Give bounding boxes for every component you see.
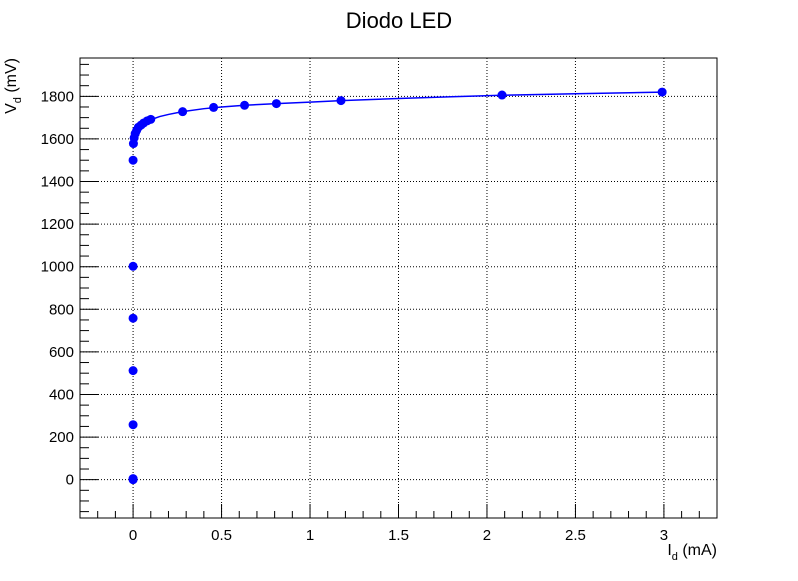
data-point bbox=[178, 107, 188, 117]
x-axis-label-unit: (mA) bbox=[678, 542, 717, 559]
x-axis-label: Id (mA) bbox=[667, 542, 717, 563]
y-tick-label: 1800 bbox=[41, 88, 74, 105]
data-point bbox=[128, 313, 138, 323]
data-point bbox=[128, 420, 138, 430]
y-tick-label: 1400 bbox=[41, 174, 74, 191]
y-tick-label: 1200 bbox=[41, 216, 74, 233]
data-point bbox=[240, 100, 250, 110]
x-tick-label: 2 bbox=[483, 527, 491, 544]
y-tick-label: 1600 bbox=[41, 131, 74, 148]
y-tick-label: 400 bbox=[49, 386, 74, 403]
y-axis-label-unit: (mV) bbox=[3, 58, 20, 97]
x-tick-label: 0.5 bbox=[211, 527, 232, 544]
y-tick-label: 800 bbox=[49, 301, 74, 318]
y-tick-label: 1000 bbox=[41, 259, 74, 276]
x-tick-label: 1.5 bbox=[388, 527, 409, 544]
data-point bbox=[657, 87, 667, 97]
x-tick-label: 0 bbox=[129, 527, 137, 544]
x-tick-label: 1 bbox=[306, 527, 314, 544]
y-tick-label: 0 bbox=[66, 472, 74, 489]
point-layer bbox=[128, 87, 667, 485]
x-axis-label-sub: d bbox=[672, 551, 678, 563]
data-point bbox=[209, 102, 219, 112]
data-point bbox=[271, 99, 281, 109]
curve-layer bbox=[132, 91, 663, 145]
x-tick-label: 3 bbox=[660, 527, 668, 544]
y-tick-label: 600 bbox=[49, 344, 74, 361]
y-axis-label-sub: d bbox=[12, 97, 24, 103]
y-axis-label-base: V bbox=[3, 103, 20, 114]
x-axis-label-base: I bbox=[667, 542, 671, 559]
data-point bbox=[128, 366, 138, 376]
data-point bbox=[146, 114, 156, 124]
data-point bbox=[336, 96, 346, 106]
y-tick-label: 200 bbox=[49, 429, 74, 446]
data-point bbox=[128, 155, 138, 165]
data-point bbox=[128, 261, 138, 271]
data-point bbox=[128, 474, 138, 484]
x-tick-label: 2.5 bbox=[565, 527, 586, 544]
chart-title: Diodo LED bbox=[346, 8, 452, 33]
y-axis-label: Vd (mV) bbox=[3, 58, 24, 114]
grid-layer bbox=[80, 58, 717, 518]
fit-curve-line bbox=[132, 91, 663, 145]
axis-layer: 0 0.5 1 1.5 2 2.5 3 0 200 400 600 800 1000 1200 1400 16… bbox=[41, 63, 700, 544]
data-point bbox=[497, 90, 507, 100]
